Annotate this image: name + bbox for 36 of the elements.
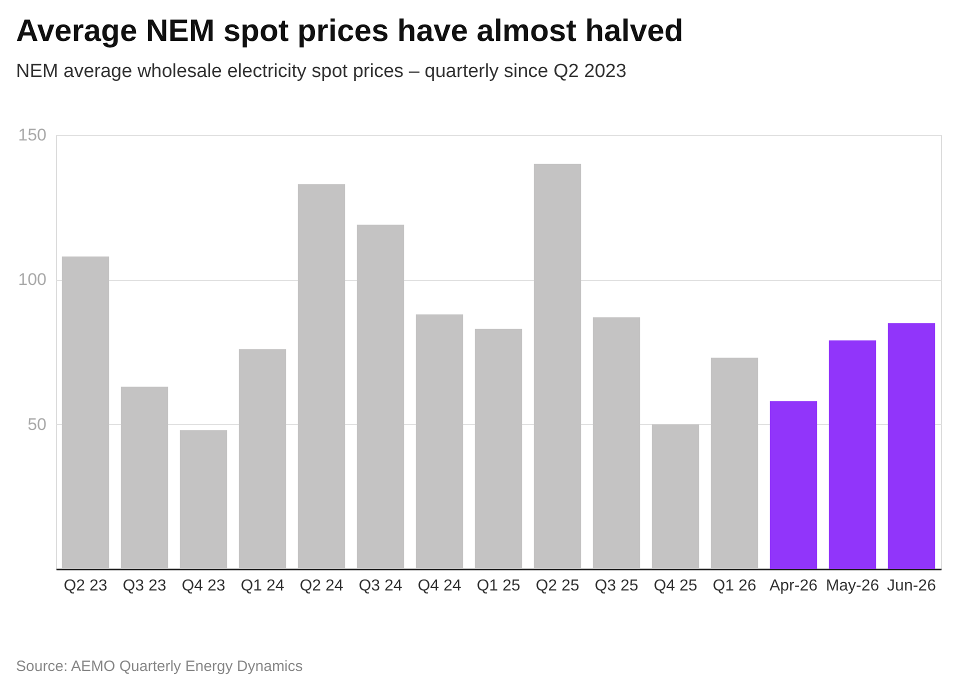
y-tick-label: 50	[28, 414, 46, 434]
bar	[888, 323, 936, 569]
source-note: Source: AEMO Quarterly Energy Dynamics	[16, 658, 303, 675]
chart-subtitle: NEM average wholesale electricity spot prices – quarterly since Q2 2023	[16, 61, 626, 82]
chart-title: Average NEM spot prices have almost halved	[16, 13, 684, 48]
bar	[416, 314, 464, 569]
x-tick-label: Q3 24	[358, 578, 402, 594]
bar	[652, 424, 700, 569]
x-tick-label: Q3 25	[594, 578, 638, 594]
bar	[828, 340, 876, 569]
x-tick-label: Apr-26	[769, 578, 818, 594]
x-tick-label: Q3 23	[122, 578, 166, 594]
x-tick-label: Q4 25	[654, 578, 698, 594]
bar	[238, 349, 286, 569]
x-tick-label: Q2 25	[536, 578, 580, 594]
x-tick-label: Q1 24	[240, 578, 284, 594]
bar	[120, 386, 168, 569]
bar	[298, 184, 346, 569]
x-tick-label: Q4 24	[418, 578, 462, 594]
bar	[592, 317, 640, 569]
bar	[180, 430, 228, 569]
x-tick-label: Jun-26	[887, 578, 936, 594]
x-tick-label: May-26	[826, 578, 880, 594]
x-tick-label: Q1 26	[712, 578, 756, 594]
y-tick-label: 100	[18, 270, 46, 290]
bar	[770, 401, 818, 569]
x-tick-label: Q1 25	[476, 578, 520, 594]
y-tick-label: 150	[18, 126, 46, 144]
x-tick-label: Q4 23	[182, 578, 226, 594]
bar	[474, 328, 522, 569]
bar	[62, 256, 110, 569]
bar	[356, 224, 404, 569]
bar	[710, 358, 758, 569]
bar	[534, 164, 582, 569]
x-tick-label: Q2 23	[64, 578, 108, 594]
x-tick-label: Q2 24	[300, 578, 344, 594]
